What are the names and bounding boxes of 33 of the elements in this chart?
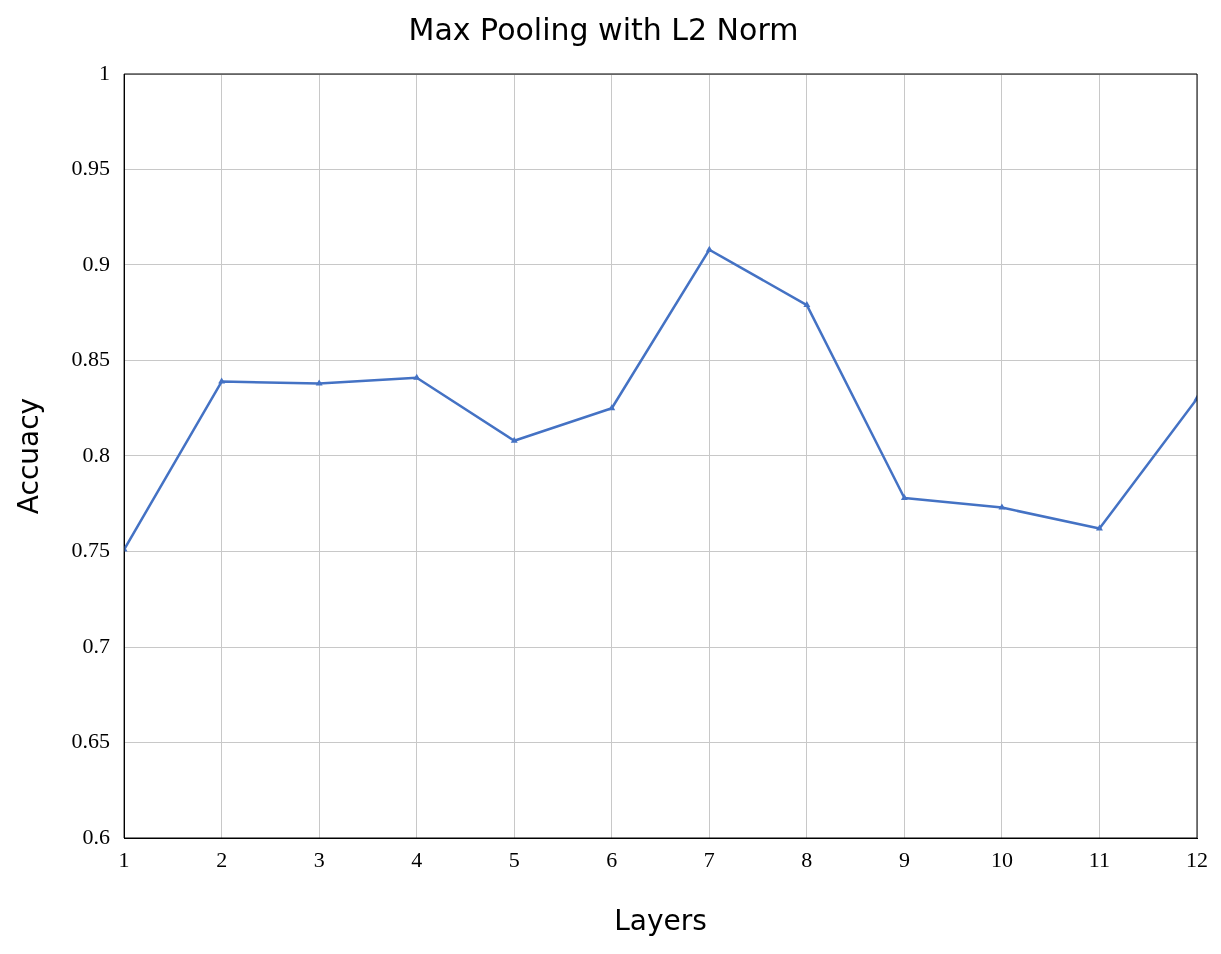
y-tick-label: 0.7 xyxy=(82,632,111,658)
point xyxy=(705,245,713,252)
x-axis-title: Layers xyxy=(614,904,707,938)
x-tick-label: 9 xyxy=(898,846,910,872)
x-tick-label: 3 xyxy=(313,846,325,872)
x-tick-label: 10 xyxy=(990,846,1013,872)
y-axis-title: Accuacy xyxy=(12,397,46,515)
x-tick-label: 6 xyxy=(606,846,618,872)
y-tick-label: 0.8 xyxy=(82,441,111,467)
y-tick-label: 0.95 xyxy=(71,155,111,181)
x-tick-label: 12 xyxy=(1186,846,1208,872)
y-tick-label: 0.75 xyxy=(71,537,111,563)
point xyxy=(413,373,421,380)
y-tick-label: 0.85 xyxy=(71,346,111,372)
x-tick-label: 1 xyxy=(118,846,130,872)
x-tick-label: 2 xyxy=(216,846,228,872)
y-tick-label: 1 xyxy=(99,59,111,85)
x-tick-label: 5 xyxy=(508,846,520,872)
chart-title: Max Pooling with L2 Norm xyxy=(408,11,799,47)
point xyxy=(803,301,811,308)
y-tick-label: 0.6 xyxy=(82,823,111,849)
point xyxy=(218,377,226,384)
point xyxy=(510,436,518,443)
x-tick-label: 11 xyxy=(1088,846,1111,872)
point xyxy=(900,494,908,501)
point xyxy=(608,404,616,411)
point xyxy=(998,503,1006,510)
y-tick-label: 0.65 xyxy=(71,728,111,754)
x-tick-label: 8 xyxy=(801,846,813,872)
point xyxy=(1096,524,1103,531)
y-tick-label: 0.9 xyxy=(82,250,111,276)
x-tick-label: 7 xyxy=(703,846,715,872)
x-tick-label: 4 xyxy=(411,846,423,872)
